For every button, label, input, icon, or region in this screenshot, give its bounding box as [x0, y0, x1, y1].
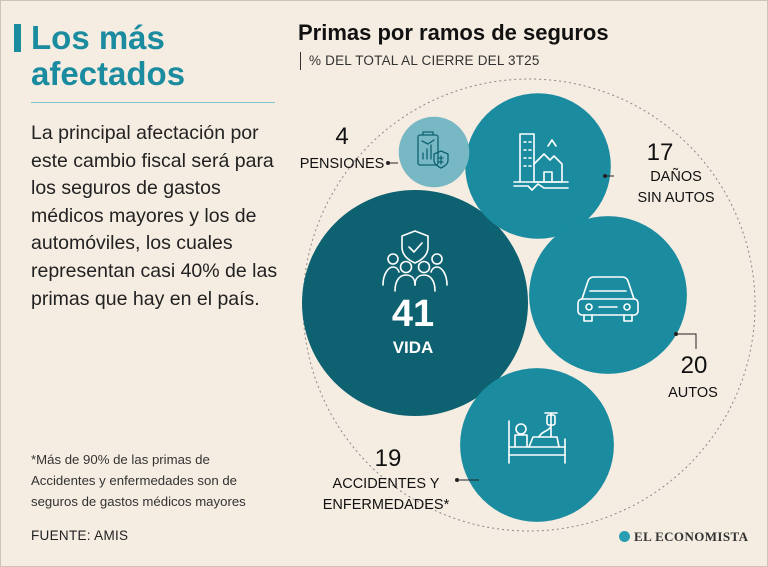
chart-subtitle: % DEL TOTAL AL CIERRE DEL 3T25	[309, 53, 540, 68]
bubble-accidentes	[460, 368, 614, 522]
brand-name: EL ECONOMISTA	[634, 529, 749, 544]
value-label-vida: 41	[392, 293, 434, 335]
leader-line-autos	[676, 333, 697, 349]
headline-divider	[31, 102, 275, 103]
category-label-accidentes: ENFERMEDADES*	[323, 497, 450, 513]
value-label-autos: 20	[681, 352, 708, 379]
damaged-building-icon	[513, 133, 569, 191]
value-label-accidentes: 19	[375, 445, 402, 472]
headline: Los más afectados	[31, 19, 186, 92]
category-label-danos: DAÑOS	[650, 168, 702, 185]
subtitle-divider	[300, 52, 301, 70]
life-insurance-icon	[382, 230, 448, 292]
car-icon	[577, 276, 639, 322]
pension-document-icon	[417, 131, 449, 169]
source-note: FUENTE: AMIS	[31, 528, 129, 543]
bubble-pensiones	[398, 116, 470, 188]
value-label-pensiones: 4	[335, 123, 348, 150]
chart-title: Primas por ramos de seguros	[298, 20, 609, 45]
brand-logo: EL ECONOMISTA	[619, 529, 748, 545]
headline-accent-bar	[14, 24, 21, 52]
body-text: La principal afectación por este cambio …	[31, 122, 278, 310]
hospital-bed-icon	[508, 412, 566, 464]
brand-mark-icon	[619, 531, 630, 542]
bubble-danos	[465, 93, 611, 239]
category-label-autos: AUTOS	[668, 385, 718, 401]
footnote: *Más de 90% de las primas de Accidentes …	[31, 452, 246, 509]
bubble-vida	[302, 190, 528, 416]
category-label-pensiones: PENSIONES	[300, 156, 385, 172]
leader-dot-autos	[674, 332, 678, 336]
value-label-danos: 17	[647, 139, 674, 166]
category-label-danos: SIN AUTOS	[637, 190, 714, 206]
bubble-autos	[529, 216, 687, 374]
enclosing-dashed-circle	[302, 78, 756, 532]
leader-dot-pensiones	[386, 161, 390, 165]
category-label-accidentes: ACCIDENTES Y	[333, 476, 440, 492]
leader-dot-danos	[603, 174, 607, 178]
category-label-vida: VIDA	[393, 338, 434, 357]
leader-dot-accidentes	[455, 478, 459, 482]
